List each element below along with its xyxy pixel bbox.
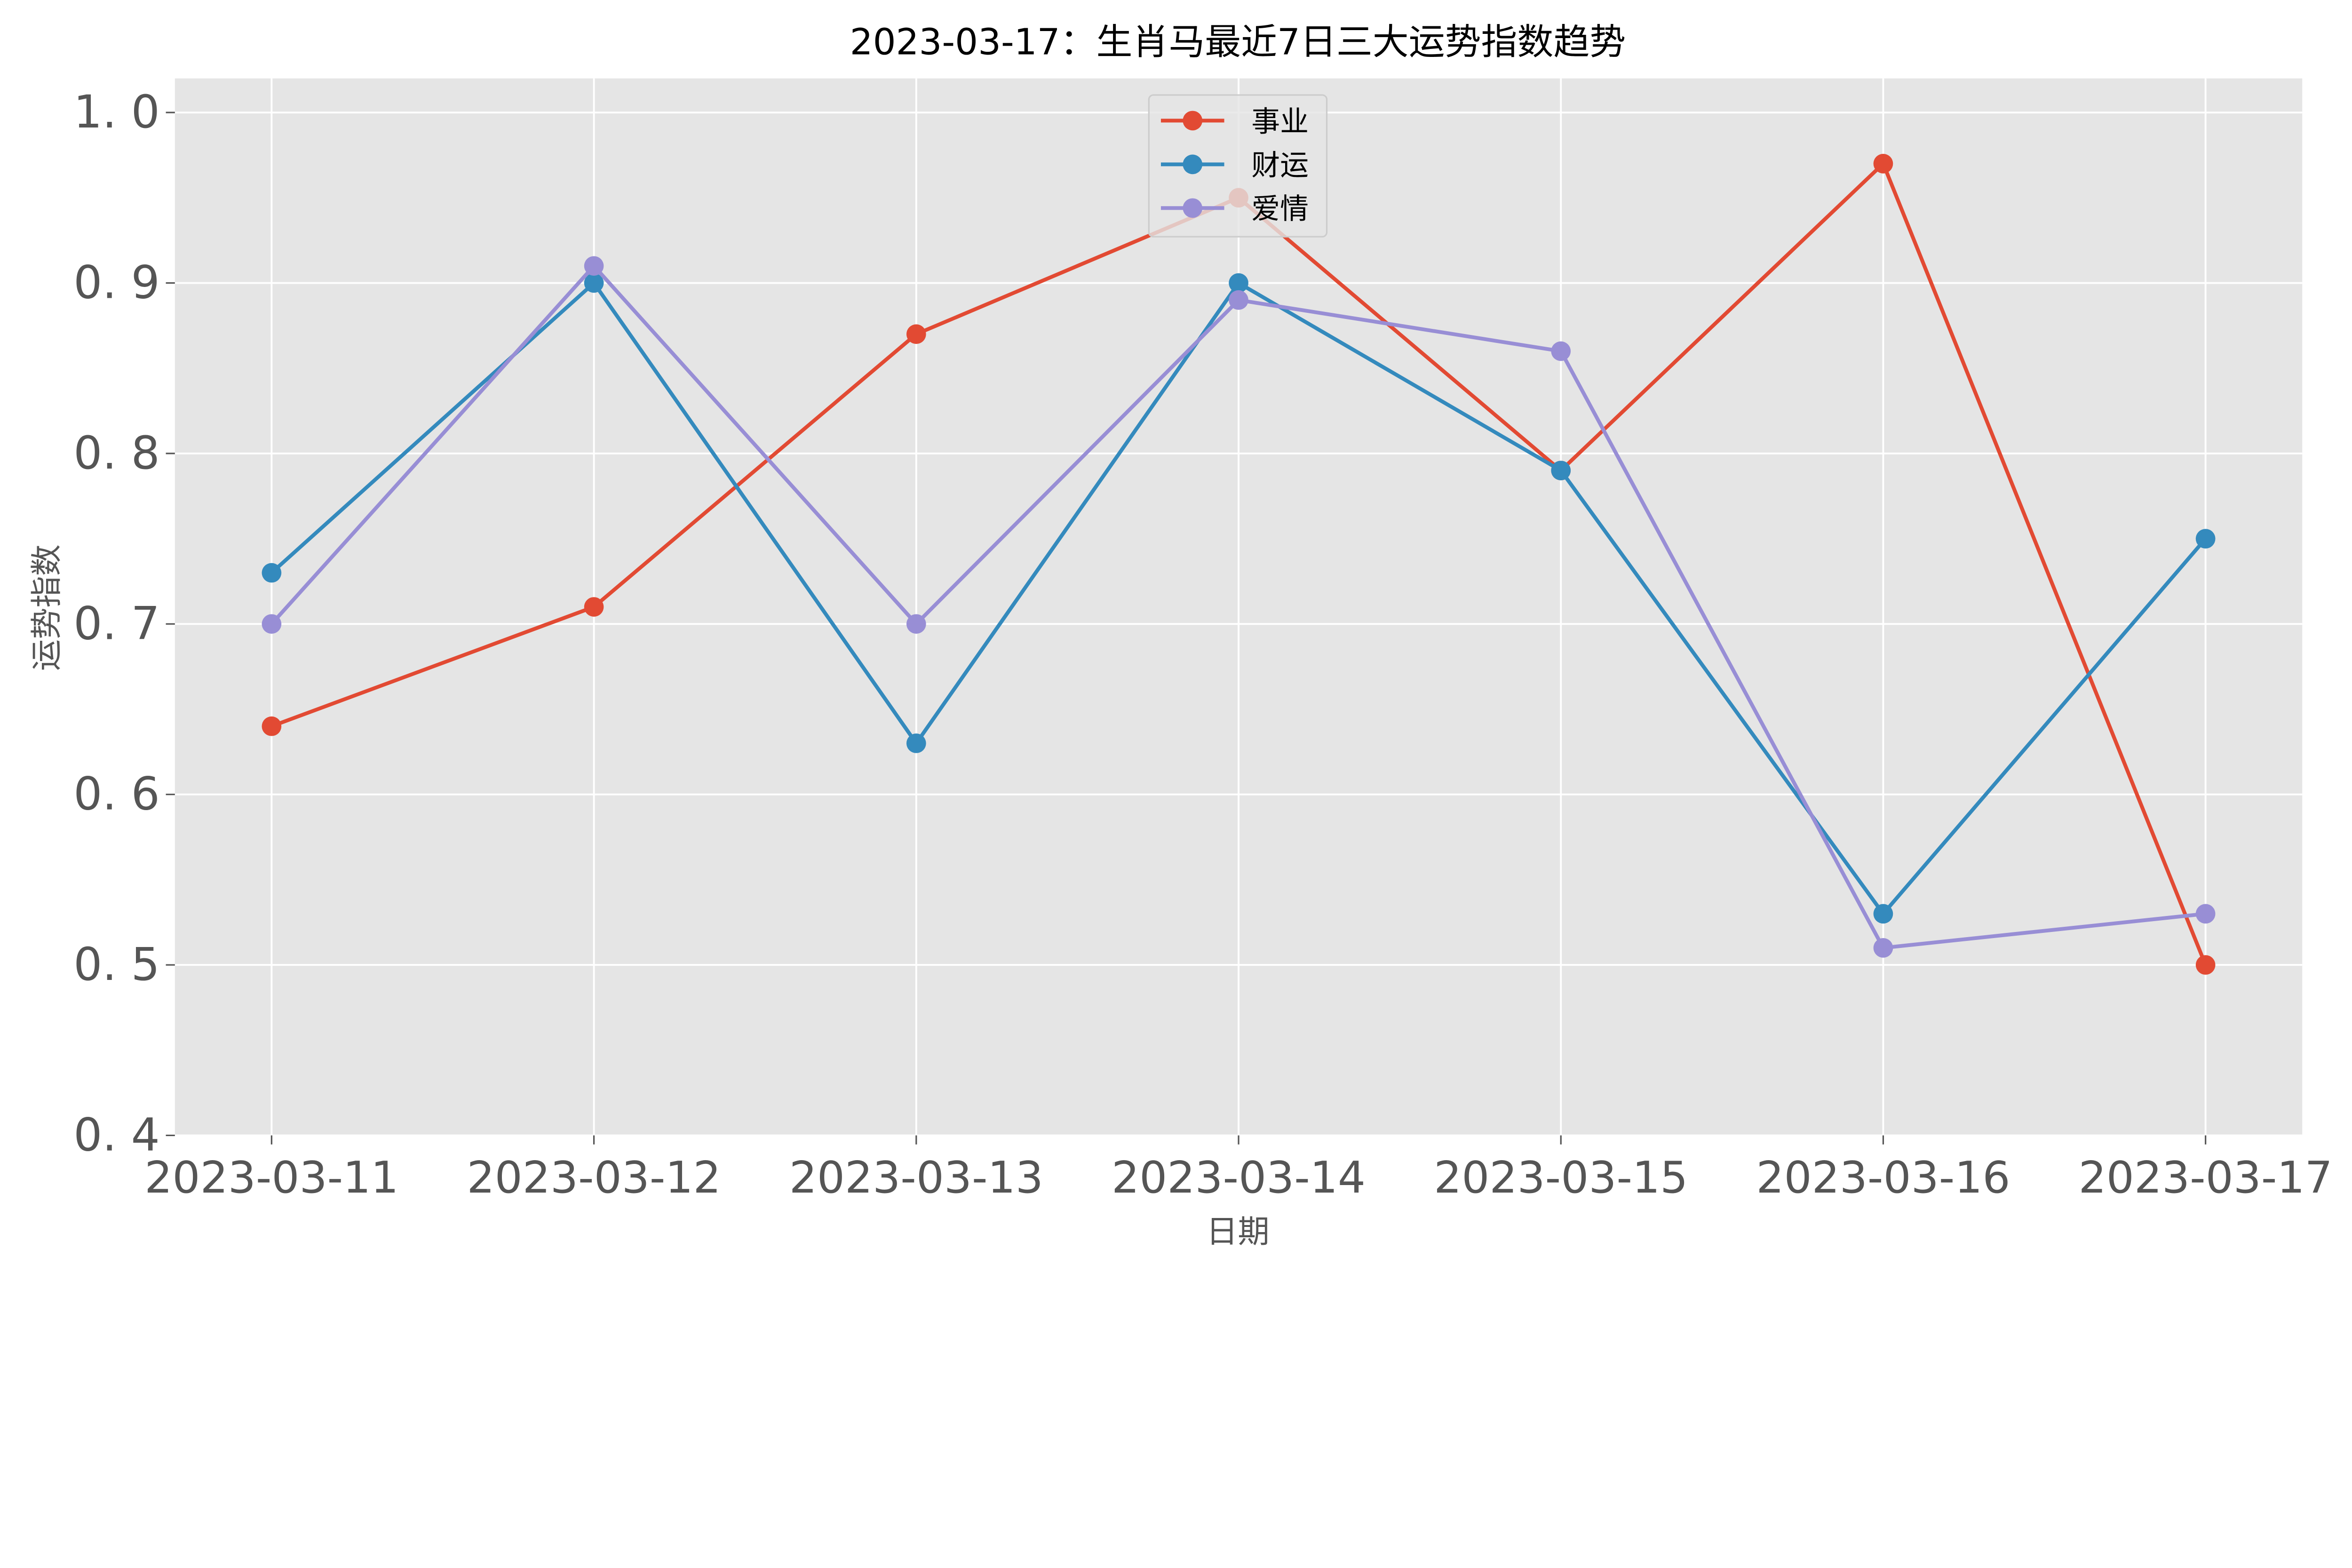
line-chart: 2023-03-17：生肖马最近7日三大运势指数趋势 0. 40. 50. 60…: [28, 21, 2333, 1250]
x-axis-label: 日期: [1206, 1213, 1270, 1250]
data-point: [584, 273, 604, 293]
legend-label: 财运: [1251, 149, 1309, 182]
data-point: [262, 716, 282, 736]
data-point: [1551, 341, 1571, 361]
y-axis: 0. 4 0. 5 0. 6 0. 7 0. 8 0. 9 1. 0: [73, 86, 175, 1162]
data-point: [262, 563, 282, 583]
data-point: [906, 324, 926, 344]
grid: [175, 78, 2303, 1137]
data-point: [584, 256, 604, 276]
legend-marker: [1183, 111, 1203, 131]
x-tick-label: 2023-03-13: [789, 1152, 1043, 1203]
y-tick-label: 0. 5: [73, 938, 159, 991]
y-tick-label: 0. 8: [73, 427, 159, 479]
data-point: [1873, 904, 1893, 924]
x-tick-label: 2023-03-14: [1112, 1152, 1366, 1203]
data-point: [2195, 955, 2216, 975]
x-tick-label: 2023-03-17: [2079, 1152, 2333, 1203]
data-point: [2195, 529, 2216, 549]
data-point: [584, 597, 604, 617]
y-tick-label: 1. 0: [73, 86, 159, 138]
legend-label: 爱情: [1251, 192, 1309, 226]
x-tick-label: 2023-03-11: [144, 1152, 398, 1203]
legend-marker: [1183, 154, 1203, 175]
chart-title: 2023-03-17：生肖马最近7日三大运势指数趋势: [850, 21, 1626, 63]
legend-label: 事业: [1251, 105, 1309, 138]
y-axis-label: 运势指数: [28, 544, 65, 671]
y-tick-label: 0. 7: [73, 597, 159, 650]
data-point: [2195, 904, 2216, 924]
data-point: [1551, 461, 1571, 480]
legend-marker: [1183, 198, 1203, 218]
data-point: [1229, 273, 1248, 293]
data-point: [1873, 938, 1893, 958]
y-tick-label: 0. 9: [73, 256, 159, 309]
data-point: [906, 614, 926, 634]
x-tick-label: 2023-03-12: [467, 1152, 721, 1203]
data-point: [906, 733, 926, 753]
data-point: [1229, 290, 1248, 310]
y-tick-label: 0. 4: [73, 1109, 159, 1162]
x-tick-label: 2023-03-15: [1434, 1152, 1688, 1203]
data-point: [1873, 154, 1893, 174]
data-point: [262, 614, 282, 634]
x-tick-label: 2023-03-16: [1756, 1152, 2010, 1203]
y-tick-label: 0. 6: [73, 768, 159, 820]
x-axis: 2023-03-11 2023-03-12 2023-03-13 2023-03-14…: [144, 1135, 2333, 1203]
